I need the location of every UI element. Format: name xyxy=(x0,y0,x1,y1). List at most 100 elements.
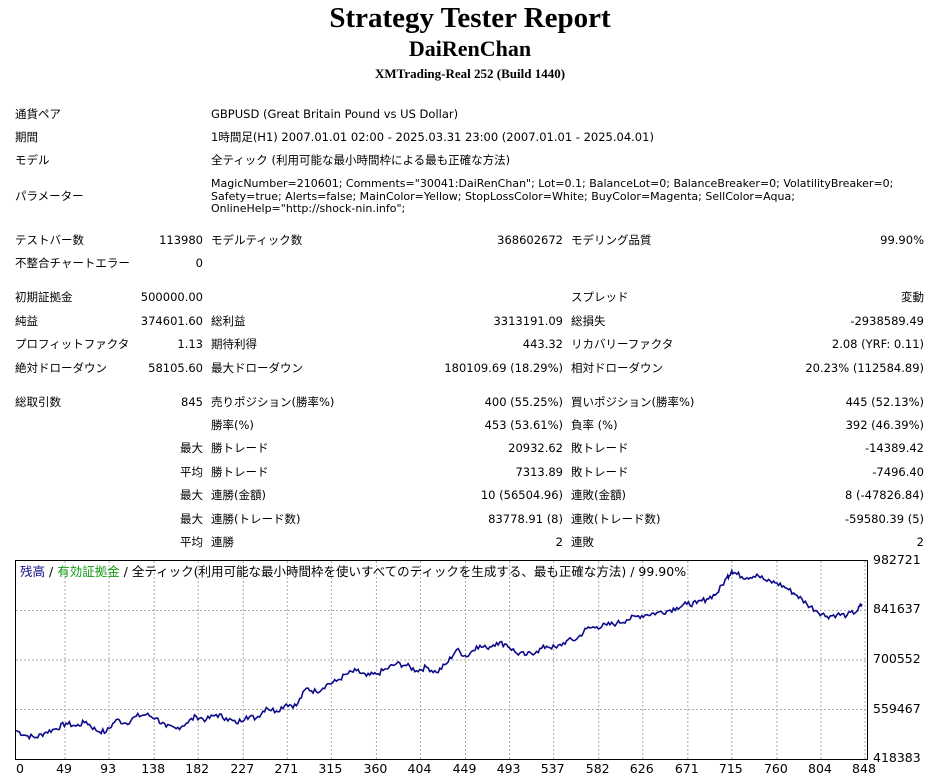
server-build: XMTrading-Real 252 (Build 1440) xyxy=(374,66,566,81)
average-consecutive-wins-value: 2 xyxy=(555,535,563,549)
total-trades-value: 845 xyxy=(181,395,203,409)
deposit-label: 初期証拠金 xyxy=(15,290,73,304)
average-consecutive-losses-label: 連敗 xyxy=(571,535,594,549)
quality-value: 99.90% xyxy=(880,233,924,247)
x-tick-label: 93 xyxy=(100,761,117,776)
recovery-factor-label: リカバリーファクタ xyxy=(571,337,674,351)
average-consecutive-wins-label: 連勝 xyxy=(211,535,234,549)
x-tick-label: 537 xyxy=(540,761,565,776)
x-tick-label: 671 xyxy=(674,761,699,776)
max-consecutive-wins-label: 連勝(金額) xyxy=(211,488,266,502)
largest-loss-label: 敗トレード xyxy=(571,441,629,455)
short-positions-label: 売りポジション(勝率%) xyxy=(211,395,335,409)
x-tick-label: 182 xyxy=(185,761,210,776)
average-loss-label: 敗トレード xyxy=(571,465,629,479)
gross-profit-value: 3313191.09 xyxy=(493,314,563,328)
x-tick-label: 493 xyxy=(496,761,521,776)
largest-label: 最大 xyxy=(180,441,203,455)
gross-loss-value: -2938589.49 xyxy=(850,314,924,328)
short-positions-value: 400 (55.25%) xyxy=(484,395,563,409)
loss-rate-value: 392 (46.39%) xyxy=(845,418,924,432)
max-consecutive-loss-amount-value: -59580.39 (5) xyxy=(845,512,924,526)
balance-line xyxy=(16,568,863,741)
y-tick-label: 559467 xyxy=(873,700,921,716)
chart-legend: 残高 / 有効証拠金 / 全ティック(利用可能な最小時間枠を使いすべてのティック… xyxy=(20,564,686,580)
gross-loss-label: 総損失 xyxy=(571,314,606,328)
average-consecutive-losses-value: 2 xyxy=(916,535,924,549)
balance-chart xyxy=(15,560,868,760)
bars-label: テストバー数 xyxy=(15,233,84,247)
recovery-factor-value: 2.08 (YRF: 0.11) xyxy=(831,337,924,351)
legend-separator: / xyxy=(119,564,132,579)
long-positions-label: 買いポジション(勝率%) xyxy=(571,395,695,409)
maximal-drawdown-value: 180109.69 (18.29%) xyxy=(444,361,563,375)
max-consecutive-losses-value: 8 (-47826.84) xyxy=(845,488,924,502)
maximal-drawdown-label: 最大ドローダウン xyxy=(211,361,303,375)
legend-equity: 有効証拠金 xyxy=(57,564,120,579)
x-tick-label: 449 xyxy=(452,761,477,776)
x-tick-label: 760 xyxy=(763,761,788,776)
model-value: 全ティック (利用可能な最小時間枠による最も正確な方法) xyxy=(211,153,511,167)
expected-payoff-label: 期待利得 xyxy=(211,337,257,351)
x-tick-label: 582 xyxy=(585,761,610,776)
model-label: モデル xyxy=(15,153,50,167)
win-rate-value: 453 (53.61%) xyxy=(484,418,563,432)
profit-factor-value: 1.13 xyxy=(177,337,203,351)
max-consecutive-wins-value: 10 (56504.96) xyxy=(480,488,563,502)
spread-value: 変動 xyxy=(901,290,924,304)
max-consecutive-profit-value: 83778.91 (8) xyxy=(488,512,563,526)
legend-model-info: 全ティック(利用可能な最小時間枠を使いすべてのティックを生成する、最も正確な方法… xyxy=(131,564,687,579)
balance-chart-svg xyxy=(16,561,867,759)
spread-label: スプレッド xyxy=(571,290,629,304)
legend-separator: / xyxy=(45,564,58,579)
errors-value: 0 xyxy=(195,256,203,270)
gross-profit-label: 総利益 xyxy=(211,314,246,328)
average-label: 平均 xyxy=(180,465,203,479)
ticks-value: 368602672 xyxy=(497,233,563,247)
ticks-label: モデルティック数 xyxy=(211,233,303,247)
average-win-value: 7313.89 xyxy=(515,465,563,479)
x-tick-label: 0 xyxy=(16,761,24,776)
net-profit-label: 純益 xyxy=(15,314,38,328)
average-loss-value: -7496.40 xyxy=(872,465,924,479)
total-trades-label: 総取引数 xyxy=(15,395,61,409)
relative-drawdown-label: 相対ドローダウン xyxy=(571,361,663,375)
expected-payoff-value: 443.32 xyxy=(522,337,563,351)
win-rate-label: 勝率(%) xyxy=(211,418,254,432)
average-consecutive-label: 平均 xyxy=(180,535,203,549)
x-tick-label: 227 xyxy=(230,761,255,776)
loss-rate-label: 負率 (%) xyxy=(571,418,618,432)
report-title: Strategy Tester Report xyxy=(329,2,611,34)
largest-win-value: 20932.62 xyxy=(508,441,563,455)
x-tick-label: 315 xyxy=(318,761,343,776)
parameters-value: MagicNumber=210601; Comments="30041:DaiR… xyxy=(211,177,894,215)
average-win-label: 勝トレード xyxy=(211,465,269,479)
max-consecutive-loss-amount-label: 連敗(トレード数) xyxy=(571,512,661,526)
x-tick-label: 848 xyxy=(852,761,876,776)
symbol-value: GBPUSD (Great Britain Pound vs US Dollar… xyxy=(211,107,459,121)
expert-name: DaiRenChan xyxy=(408,36,532,61)
parameters-label: パラメーター xyxy=(15,189,84,203)
period-label: 期間 xyxy=(15,130,38,144)
x-tick-label: 271 xyxy=(274,761,299,776)
max-consecutive-profit-label: 連勝(トレード数) xyxy=(211,512,301,526)
y-tick-label: 841637 xyxy=(873,601,921,617)
errors-label: 不整合チャートエラー xyxy=(15,256,130,270)
y-tick-label: 418383 xyxy=(873,750,921,765)
x-tick-label: 715 xyxy=(718,761,743,776)
max-consecutive-losses-label: 連敗(金額) xyxy=(571,488,626,502)
largest-loss-value: -14389.42 xyxy=(864,441,924,455)
maximal-label: 最大 xyxy=(180,512,203,526)
largest-win-label: 勝トレード xyxy=(211,441,269,455)
deposit-value: 500000.00 xyxy=(140,290,203,304)
x-tick-label: 138 xyxy=(141,761,166,776)
x-tick-label: 404 xyxy=(407,761,432,776)
net-profit-value: 374601.60 xyxy=(140,314,203,328)
y-tick-label: 700552 xyxy=(873,651,921,666)
profit-factor-label: プロフィットファクタ xyxy=(15,337,130,351)
quality-label: モデリング品質 xyxy=(571,233,652,247)
maximum-label: 最大 xyxy=(180,488,203,502)
legend-balance: 残高 xyxy=(20,564,46,579)
long-positions-value: 445 (52.13%) xyxy=(845,395,924,409)
x-tick-label: 804 xyxy=(808,761,832,776)
